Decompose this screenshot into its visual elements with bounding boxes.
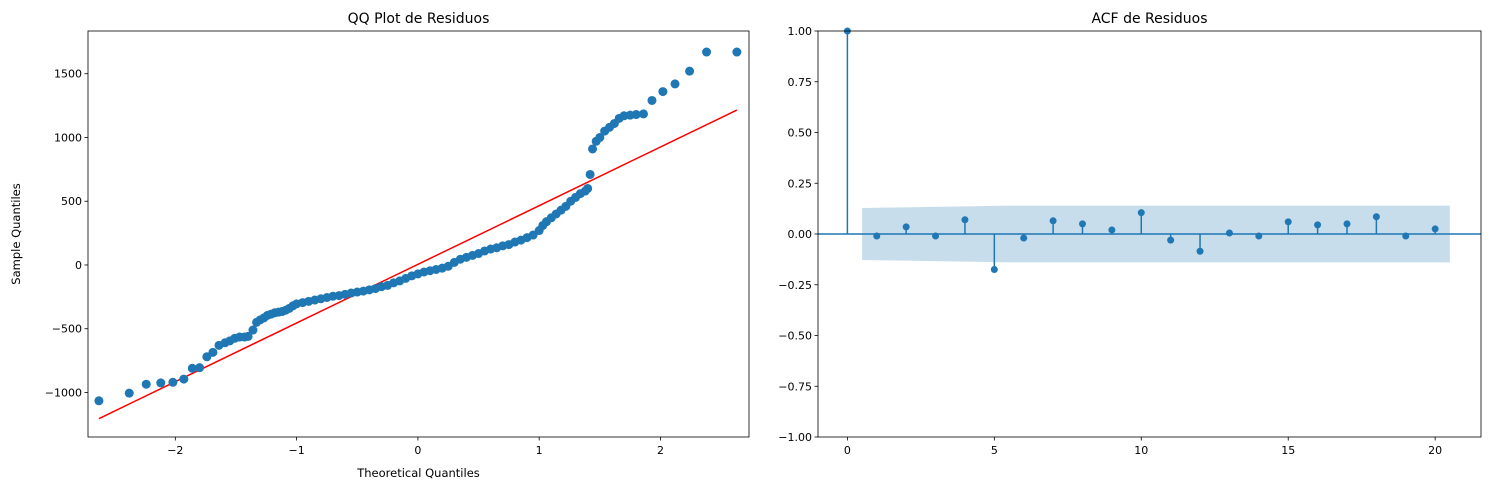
stem-marker bbox=[1167, 236, 1175, 244]
x-tick-label: 15 bbox=[1281, 444, 1295, 457]
x-tick-label: 10 bbox=[1134, 444, 1148, 457]
point bbox=[647, 95, 657, 105]
y-tick-label: −0.25 bbox=[778, 279, 812, 292]
point bbox=[179, 374, 189, 384]
point bbox=[702, 47, 712, 57]
axes-frame bbox=[817, 30, 1482, 438]
y-tick-label: 500 bbox=[61, 195, 82, 208]
x-tick-label: 20 bbox=[1428, 444, 1442, 457]
axes-frame bbox=[87, 30, 750, 438]
stem-marker bbox=[1284, 218, 1292, 226]
y-tick-label: −1.00 bbox=[778, 431, 812, 444]
y-tick-label: 0.25 bbox=[788, 177, 813, 190]
point bbox=[631, 110, 641, 120]
point bbox=[243, 331, 253, 341]
x-tick-label: 5 bbox=[991, 444, 998, 457]
stem-marker bbox=[1225, 229, 1233, 237]
stem-marker bbox=[961, 216, 969, 224]
point bbox=[156, 378, 166, 388]
stem-marker bbox=[1078, 220, 1086, 228]
stem-marker bbox=[932, 232, 940, 240]
fit-line bbox=[98, 109, 738, 420]
x-tick-label: −1 bbox=[288, 444, 304, 457]
point bbox=[638, 109, 648, 119]
x-axis-label: Theoretical Quantiles bbox=[356, 466, 480, 480]
point bbox=[248, 325, 258, 335]
point bbox=[141, 379, 151, 389]
chart-title: ACF de Residuos bbox=[1091, 11, 1207, 27]
y-tick-label: 0.50 bbox=[788, 127, 813, 140]
point bbox=[670, 79, 680, 89]
point bbox=[208, 347, 218, 357]
point bbox=[94, 396, 104, 406]
stem-marker bbox=[1137, 209, 1145, 217]
x-tick-label: 2 bbox=[657, 444, 664, 457]
y-tick-label: −0.75 bbox=[778, 380, 812, 393]
x-tick-label: 1 bbox=[536, 444, 543, 457]
stem-marker bbox=[902, 223, 910, 231]
y-tick-label: −1000 bbox=[45, 386, 82, 399]
point bbox=[588, 144, 598, 154]
point bbox=[124, 388, 134, 398]
stem-marker bbox=[1049, 217, 1057, 225]
y-tick-label: 0.00 bbox=[788, 228, 813, 241]
y-tick-label: 1.00 bbox=[788, 25, 813, 38]
point bbox=[585, 169, 595, 179]
y-axis-label: Sample Quantiles bbox=[9, 183, 23, 284]
point bbox=[595, 132, 605, 142]
stem-marker bbox=[1314, 221, 1322, 229]
chart-title: QQ Plot de Residuos bbox=[348, 11, 490, 27]
y-tick-label: 1000 bbox=[54, 131, 82, 144]
point bbox=[187, 363, 197, 373]
stem-marker bbox=[1402, 232, 1410, 240]
point bbox=[168, 377, 178, 387]
y-tick-label: 0.75 bbox=[788, 76, 813, 89]
stem-marker bbox=[990, 266, 998, 274]
stem-marker bbox=[1255, 232, 1263, 240]
stem-marker bbox=[873, 232, 881, 240]
stem-marker bbox=[1372, 213, 1380, 221]
point bbox=[583, 183, 593, 193]
stem-marker bbox=[1431, 225, 1439, 233]
x-tick-label: 0 bbox=[844, 444, 851, 457]
y-tick-label: −0.50 bbox=[778, 330, 812, 343]
x-tick-label: −2 bbox=[167, 444, 183, 457]
x-tick-label: 0 bbox=[414, 444, 421, 457]
point bbox=[195, 363, 205, 373]
point bbox=[658, 87, 668, 97]
y-tick-label: 1500 bbox=[54, 68, 82, 81]
y-tick-label: 0 bbox=[75, 259, 82, 272]
point bbox=[685, 66, 695, 76]
point bbox=[732, 47, 742, 57]
stem-marker bbox=[1108, 226, 1116, 234]
stem-marker bbox=[1343, 220, 1351, 228]
y-tick-label: −500 bbox=[52, 323, 82, 336]
stem-marker bbox=[1020, 234, 1028, 242]
stem-marker bbox=[1196, 247, 1204, 255]
